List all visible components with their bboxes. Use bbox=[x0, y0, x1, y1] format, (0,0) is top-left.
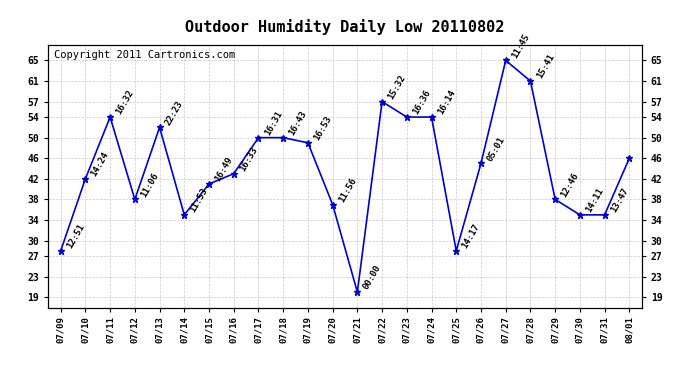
Text: 22:23: 22:23 bbox=[164, 99, 185, 127]
Text: 11:45: 11:45 bbox=[510, 32, 531, 60]
Text: 12:46: 12:46 bbox=[560, 171, 580, 199]
Text: 16:36: 16:36 bbox=[411, 88, 432, 116]
Text: 14:17: 14:17 bbox=[460, 222, 482, 250]
Text: 16:43: 16:43 bbox=[287, 109, 308, 137]
Text: Copyright 2011 Cartronics.com: Copyright 2011 Cartronics.com bbox=[55, 50, 235, 60]
Text: 13:47: 13:47 bbox=[609, 186, 630, 214]
Text: 16:31: 16:31 bbox=[263, 109, 284, 137]
Text: 11:53: 11:53 bbox=[188, 186, 210, 214]
Text: 15:41: 15:41 bbox=[535, 53, 556, 80]
Text: 16:33: 16:33 bbox=[238, 145, 259, 173]
Text: 16:14: 16:14 bbox=[435, 88, 457, 116]
Text: 11:56: 11:56 bbox=[337, 176, 358, 204]
Text: 12:51: 12:51 bbox=[65, 222, 86, 250]
Text: 11:06: 11:06 bbox=[139, 171, 160, 199]
Text: 16:53: 16:53 bbox=[312, 114, 333, 142]
Text: 05:01: 05:01 bbox=[485, 135, 506, 163]
Text: 14:11: 14:11 bbox=[584, 186, 605, 214]
Text: 16:32: 16:32 bbox=[115, 88, 135, 116]
Text: 14:24: 14:24 bbox=[90, 150, 111, 178]
Text: Outdoor Humidity Daily Low 20110802: Outdoor Humidity Daily Low 20110802 bbox=[186, 19, 504, 35]
Text: 15:32: 15:32 bbox=[386, 73, 408, 101]
Text: 16:49: 16:49 bbox=[213, 155, 235, 183]
Text: 00:00: 00:00 bbox=[362, 264, 383, 291]
